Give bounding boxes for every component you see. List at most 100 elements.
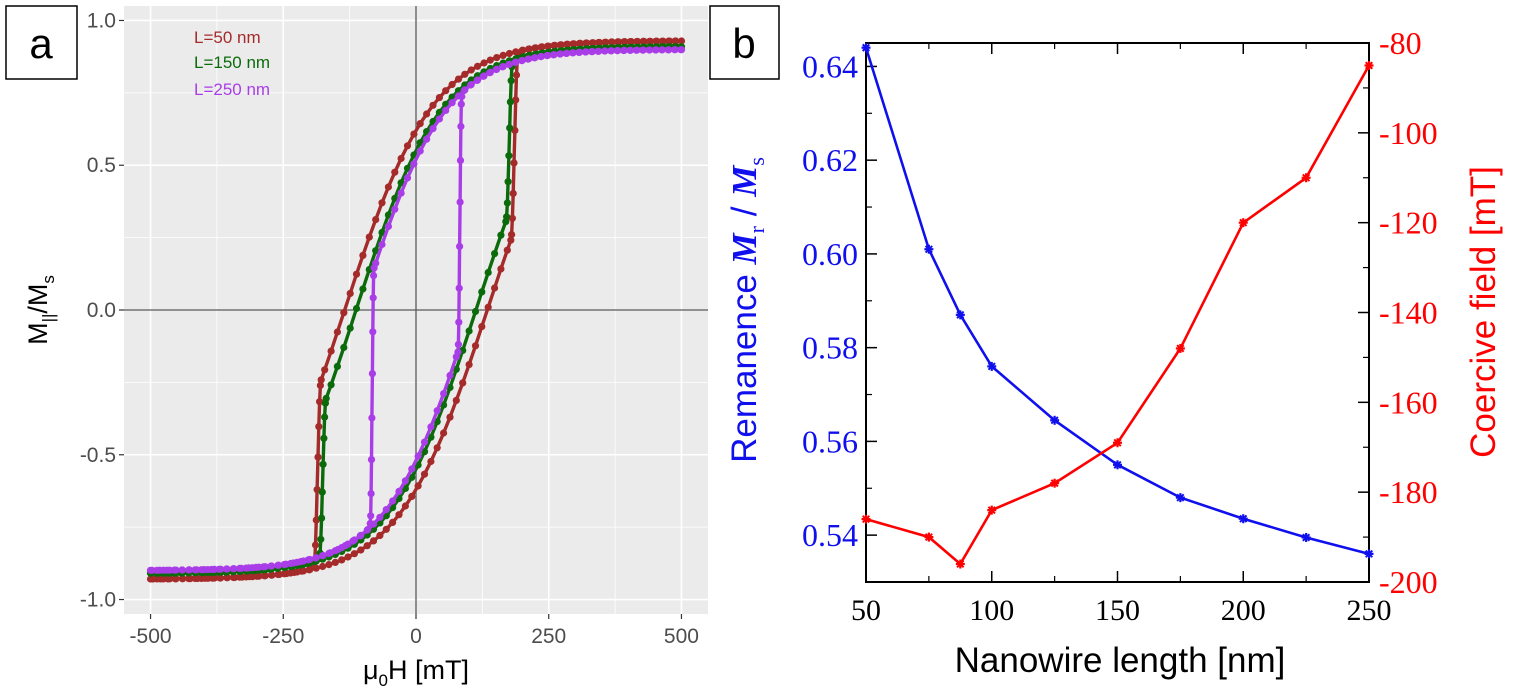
hysteresis-point [435, 94, 443, 102]
hysteresis-point [665, 37, 674, 45]
hysteresis-point [410, 130, 418, 138]
hysteresis-point [507, 77, 515, 85]
hysteresis-point [455, 318, 463, 326]
hysteresis-point [280, 570, 288, 578]
hysteresis-point [427, 423, 435, 431]
hysteresis-point [594, 47, 602, 55]
hysteresis-point [499, 51, 507, 60]
hysteresis-point [306, 555, 314, 564]
hysteresis-point [389, 497, 397, 505]
hysteresis-point [236, 564, 244, 573]
hysteresis-point [317, 535, 325, 543]
series-marker [924, 244, 934, 254]
hysteresis-point [372, 247, 380, 255]
hysteresis-point [458, 92, 466, 101]
hysteresis-point [331, 558, 339, 567]
hysteresis-point [178, 566, 186, 574]
hysteresis-point [274, 570, 282, 579]
hysteresis-point [391, 205, 399, 213]
hysteresis-point [370, 264, 378, 272]
hysteresis-point [333, 362, 341, 370]
hysteresis-point [414, 452, 422, 460]
hysteresis-point [639, 46, 647, 54]
hysteresis-point [465, 327, 473, 335]
left-y-tick-label: 0.62 [802, 142, 858, 178]
hysteresis-point [344, 553, 352, 561]
hysteresis-point [486, 56, 494, 64]
hysteresis-point [166, 575, 174, 583]
legend-entry-l150: L=150 nm [194, 53, 270, 72]
x-tick-label: -250 [262, 625, 304, 648]
hysteresis-point [268, 562, 276, 570]
hysteresis-point [287, 559, 295, 568]
hysteresis-point [367, 456, 376, 464]
hysteresis-point [312, 564, 320, 572]
hysteresis-point [503, 213, 511, 221]
x-tick-label: 150 [1095, 594, 1140, 627]
hysteresis-point [614, 38, 623, 46]
hysteresis-point [299, 557, 307, 565]
hysteresis-point [320, 434, 328, 442]
hysteresis-point [491, 284, 499, 292]
hysteresis-point [497, 231, 505, 239]
hysteresis-point [613, 47, 621, 55]
series-marker [955, 310, 965, 320]
x-tick-label: 250 [1347, 594, 1392, 627]
hysteresis-point [370, 272, 378, 280]
right-y-tick-label: -120 [1379, 205, 1438, 241]
hysteresis-point [410, 160, 418, 168]
hysteresis-point [452, 365, 460, 373]
hysteresis-point [331, 547, 339, 555]
hysteresis-point [274, 561, 282, 569]
panel-a-series [146, 37, 686, 583]
hysteresis-point [459, 379, 467, 387]
hysteresis-point [325, 561, 333, 569]
left-y-tick-label: 0.60 [802, 236, 858, 272]
hysteresis-point [191, 566, 199, 574]
hysteresis-point [454, 340, 462, 348]
hysteresis-point [512, 71, 521, 79]
hysteresis-point [314, 453, 322, 461]
series-marker [987, 505, 997, 515]
hysteresis-point [420, 470, 429, 478]
hysteresis-point [420, 438, 429, 446]
hysteresis-point [311, 541, 320, 549]
hysteresis-point [153, 566, 161, 574]
hysteresis-point [159, 566, 167, 574]
hysteresis-point [620, 46, 628, 55]
hysteresis-point [524, 55, 532, 63]
panel-a-label: a [29, 20, 53, 67]
hysteresis-point [397, 189, 405, 197]
panel-b-x-axis-label: Nanowire length [nm] [955, 641, 1286, 680]
left-y-tick-label: 0.58 [802, 330, 858, 366]
hysteresis-point [315, 423, 323, 431]
hysteresis-point [306, 566, 314, 574]
hysteresis-point [369, 294, 377, 302]
hysteresis-point [677, 37, 686, 45]
hysteresis-point [367, 490, 375, 498]
hysteresis-point [321, 399, 329, 407]
hysteresis-point [549, 51, 558, 59]
hysteresis-point [346, 324, 354, 332]
series-marker [1113, 438, 1122, 448]
series-marker [924, 532, 934, 542]
series-marker [1175, 493, 1185, 503]
hysteresis-point [504, 178, 512, 186]
series-marker [861, 514, 871, 524]
hysteresis-point [376, 513, 384, 521]
hysteresis-point [166, 566, 174, 574]
x-tick-label: 50 [851, 594, 881, 627]
panel-a-legend: L=50 nm L=150 nm L=250 nm [194, 28, 270, 99]
hysteresis-point [229, 565, 237, 573]
hysteresis-point [242, 573, 250, 581]
hysteresis-point [519, 46, 527, 54]
left-y-tick-label: 0.54 [802, 517, 858, 553]
right-y-tick-label: -80 [1379, 25, 1422, 61]
hysteresis-point [507, 236, 515, 244]
hysteresis-point [223, 574, 231, 582]
hysteresis-point [427, 457, 435, 466]
hysteresis-point [403, 174, 412, 182]
hysteresis-point [384, 183, 392, 191]
hysteresis-point [442, 87, 450, 95]
hysteresis-point [602, 38, 610, 46]
